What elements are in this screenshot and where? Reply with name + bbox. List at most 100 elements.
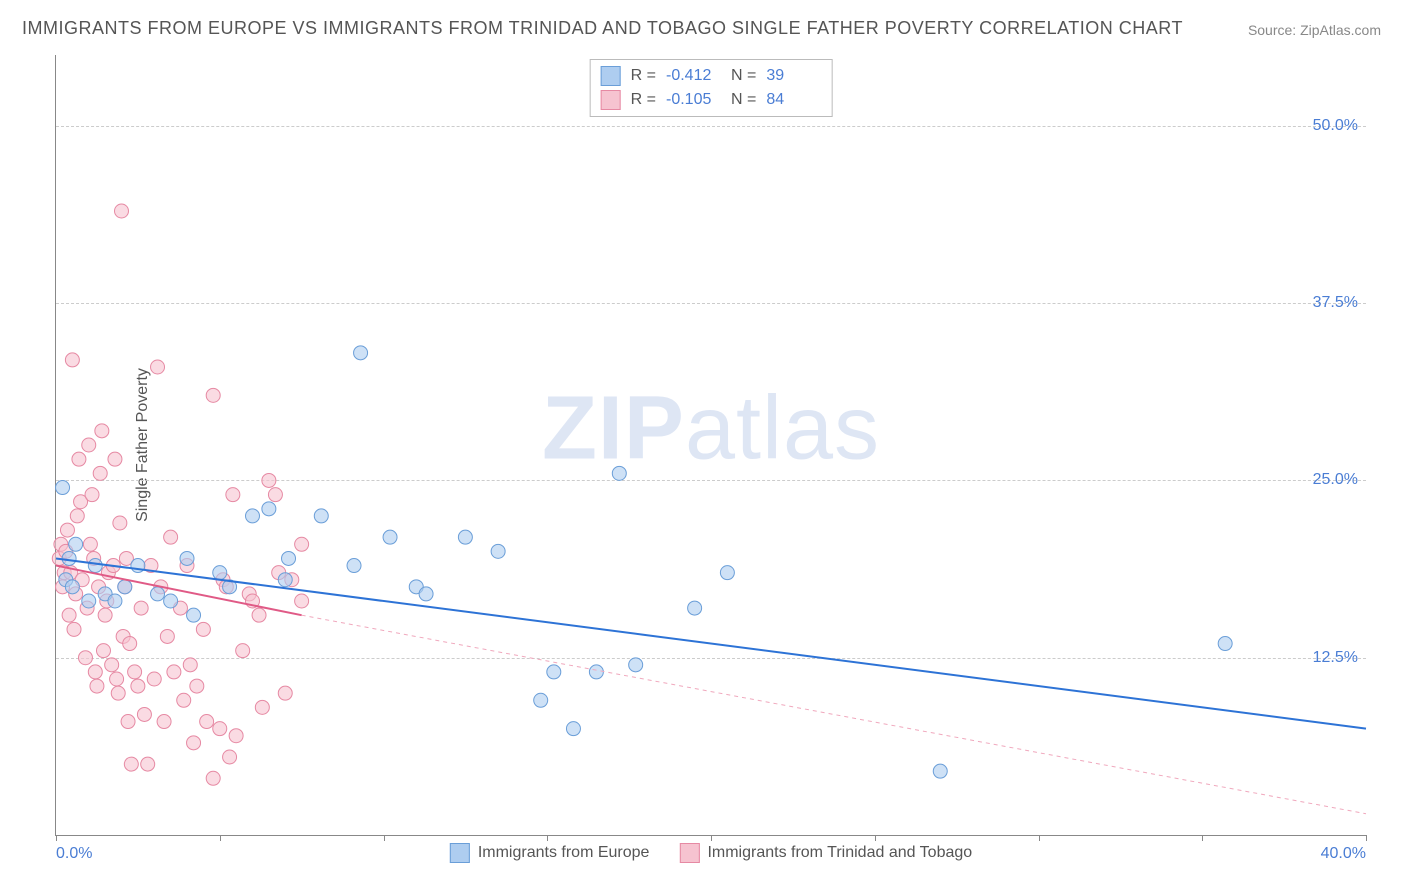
scatter-point [78, 651, 92, 665]
scatter-point [93, 466, 107, 480]
xtick-mark [547, 835, 548, 841]
scatter-point [200, 715, 214, 729]
scatter-point [110, 672, 124, 686]
scatter-point [96, 644, 110, 658]
legend-label-europe: Immigrants from Europe [478, 844, 650, 862]
scatter-point [88, 665, 102, 679]
scatter-point [933, 764, 947, 778]
scatter-point [187, 608, 201, 622]
r-label: R = [631, 91, 656, 109]
scatter-point [278, 573, 292, 587]
r-label: R = [631, 67, 656, 85]
swatch-pink-icon [679, 843, 699, 863]
scatter-point [246, 509, 260, 523]
n-label: N = [731, 67, 756, 85]
scatter-point [419, 587, 433, 601]
scatter-point [183, 658, 197, 672]
scatter-point [90, 679, 104, 693]
scatter-point [108, 594, 122, 608]
scatter-point [115, 204, 129, 218]
legend-correlation-box: R = -0.412 N = 39 R = -0.105 N = 84 [590, 59, 833, 117]
scatter-point [383, 530, 397, 544]
scatter-point [65, 580, 79, 594]
scatter-point [589, 665, 603, 679]
scatter-point [1218, 637, 1232, 651]
scatter-point [196, 622, 210, 636]
scatter-point [229, 729, 243, 743]
legend-row-trinidad: R = -0.105 N = 84 [601, 88, 822, 112]
regression-line [56, 558, 1366, 728]
scatter-svg [56, 55, 1366, 835]
scatter-point [268, 488, 282, 502]
scatter-point [720, 566, 734, 580]
scatter-point [105, 658, 119, 672]
scatter-point [60, 523, 74, 537]
scatter-point [688, 601, 702, 615]
scatter-point [69, 537, 83, 551]
scatter-point [65, 353, 79, 367]
scatter-point [123, 637, 137, 651]
source-attribution: Source: ZipAtlas.com [1248, 22, 1381, 38]
n-value-europe: 39 [766, 67, 821, 85]
scatter-point [629, 658, 643, 672]
scatter-point [56, 481, 70, 495]
scatter-point [67, 622, 81, 636]
scatter-point [72, 452, 86, 466]
scatter-point [95, 424, 109, 438]
scatter-point [157, 715, 171, 729]
scatter-point [612, 466, 626, 480]
scatter-point [223, 750, 237, 764]
xtick-mark [1039, 835, 1040, 841]
scatter-point [85, 488, 99, 502]
scatter-point [347, 559, 361, 573]
xtick-mark [384, 835, 385, 841]
scatter-point [295, 594, 309, 608]
scatter-point [151, 360, 165, 374]
scatter-point [354, 346, 368, 360]
legend-item-europe: Immigrants from Europe [450, 843, 650, 863]
scatter-point [252, 608, 266, 622]
scatter-point [458, 530, 472, 544]
swatch-blue-icon [450, 843, 470, 863]
scatter-point [70, 509, 84, 523]
scatter-point [206, 388, 220, 402]
scatter-point [206, 771, 220, 785]
n-label: N = [731, 91, 756, 109]
scatter-point [236, 644, 250, 658]
scatter-point [118, 580, 132, 594]
scatter-point [147, 672, 161, 686]
scatter-point [262, 502, 276, 516]
scatter-point [134, 601, 148, 615]
scatter-point [137, 707, 151, 721]
scatter-point [160, 629, 174, 643]
swatch-pink-icon [601, 90, 621, 110]
r-value-europe: -0.412 [666, 67, 721, 85]
xtick-mark [1366, 835, 1367, 841]
n-value-trinidad: 84 [766, 91, 821, 109]
scatter-point [187, 736, 201, 750]
scatter-point [121, 715, 135, 729]
plot-area: Single Father Poverty ZIPatlas 12.5%25.0… [55, 55, 1366, 836]
scatter-point [314, 509, 328, 523]
scatter-point [131, 679, 145, 693]
scatter-point [111, 686, 125, 700]
legend-label-trinidad: Immigrants from Trinidad and Tobago [707, 844, 972, 862]
scatter-point [82, 594, 96, 608]
scatter-point [491, 544, 505, 558]
regression-line-ext [302, 615, 1366, 814]
scatter-point [62, 608, 76, 622]
scatter-point [255, 700, 269, 714]
scatter-point [190, 679, 204, 693]
xtick-mark [220, 835, 221, 841]
scatter-point [295, 537, 309, 551]
scatter-point [164, 530, 178, 544]
scatter-point [62, 551, 76, 565]
scatter-point [108, 452, 122, 466]
scatter-point [113, 516, 127, 530]
legend-row-europe: R = -0.412 N = 39 [601, 64, 822, 88]
scatter-point [167, 665, 181, 679]
scatter-point [213, 722, 227, 736]
scatter-point [282, 551, 296, 565]
scatter-point [213, 566, 227, 580]
scatter-point [547, 665, 561, 679]
